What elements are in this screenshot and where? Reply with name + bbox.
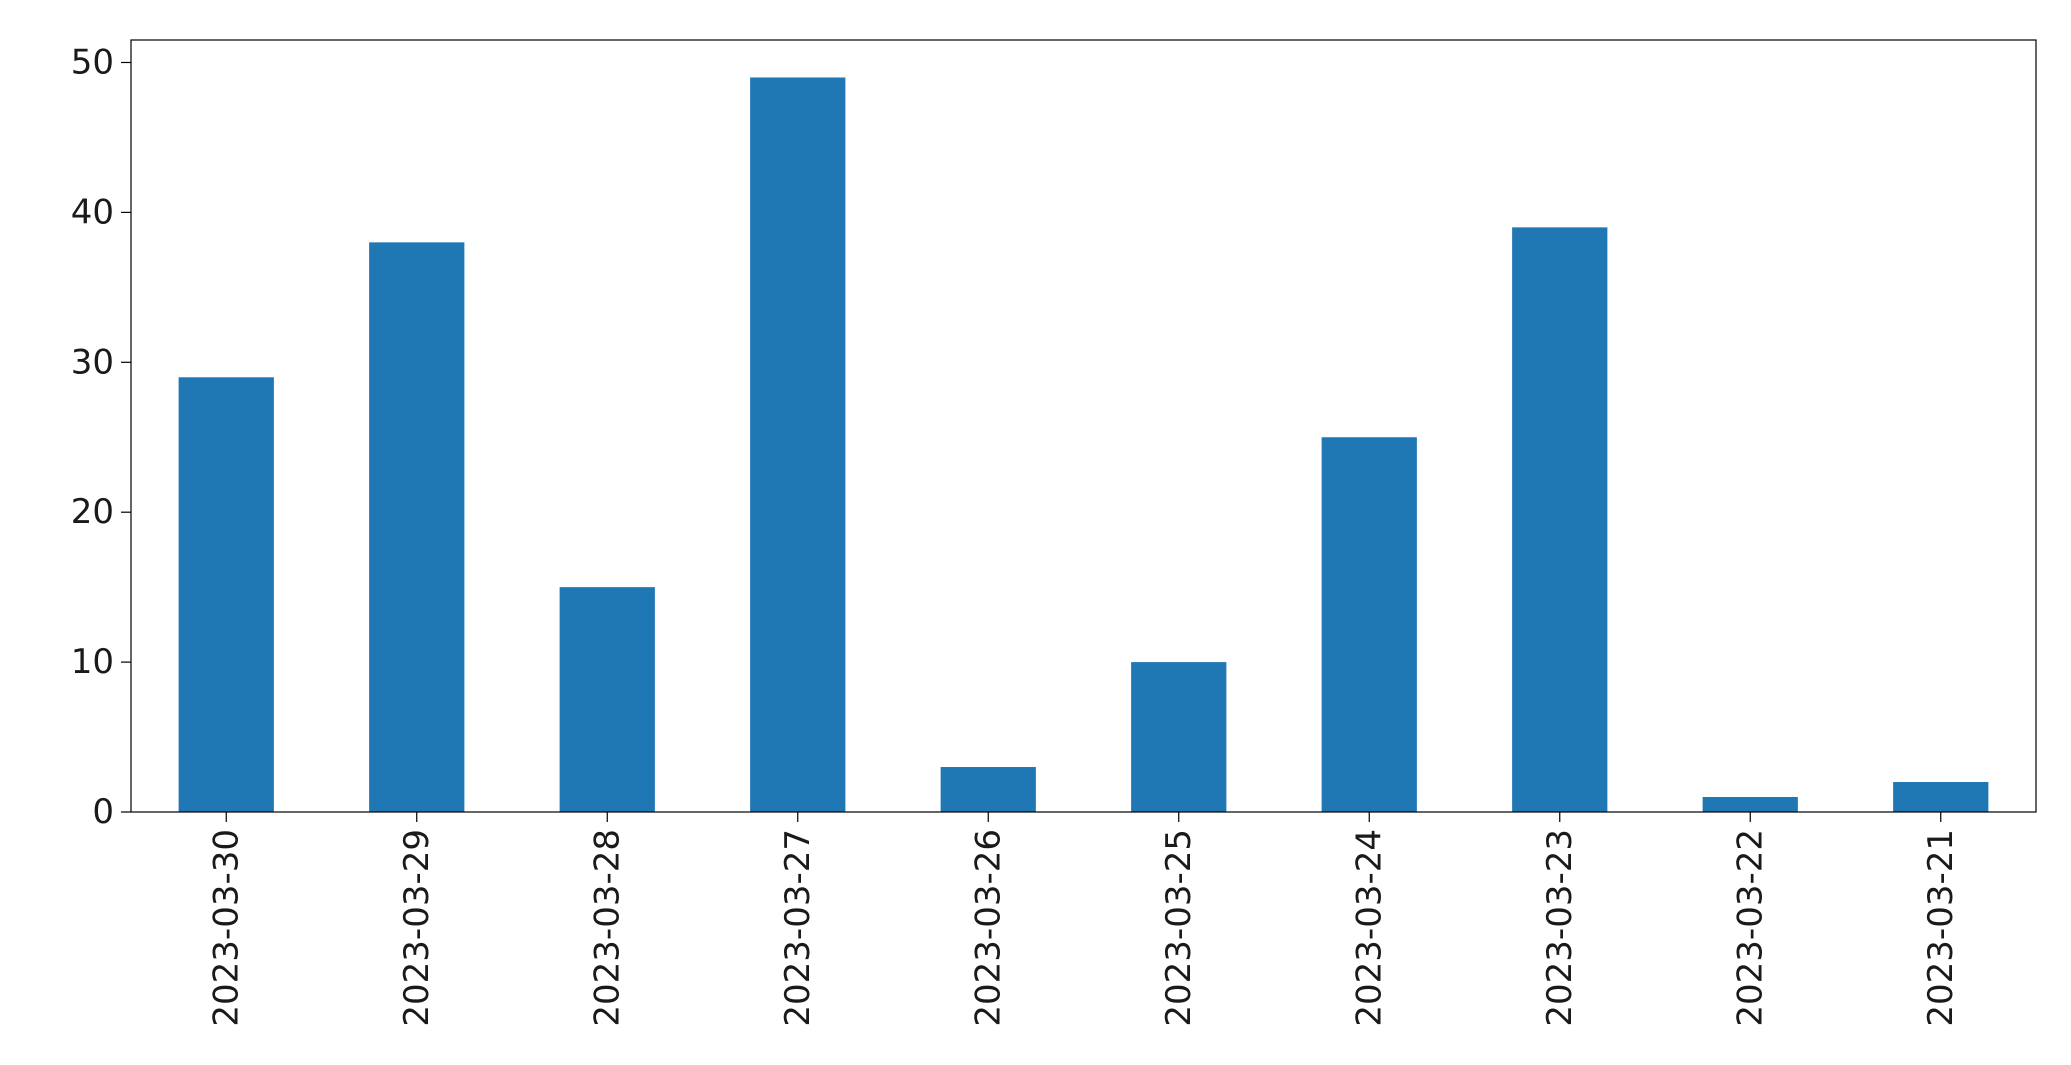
x-tick-label: 2023-03-24 [1349, 829, 1389, 1027]
bars-layer [178, 77, 1989, 813]
x-tick-label: 2023-03-22 [1730, 829, 1770, 1027]
x-tick-label: 2023-03-28 [587, 829, 627, 1027]
y-tick-label: 40 [71, 192, 114, 232]
y-tick-label: 0 [92, 792, 114, 832]
x-tick-label: 2023-03-27 [778, 829, 818, 1027]
x-tick-label: 2023-03-25 [1159, 829, 1199, 1027]
bar-2023-03-21 [1893, 782, 1989, 812]
bar-2023-03-23 [1512, 227, 1608, 812]
bar-2023-03-30 [178, 377, 274, 812]
x-tick-label: 2023-03-29 [397, 829, 437, 1027]
bar-2023-03-26 [940, 767, 1036, 812]
y-tick-label: 50 [71, 42, 114, 82]
plot-frame [130, 39, 2037, 813]
axes-layer: 0 10 20 30 40 50 2023-03-30 2023-03-29 2023-03-2… [71, 39, 2037, 1027]
bar-2023-03-27 [750, 77, 846, 813]
bar-2023-03-28 [559, 587, 655, 812]
x-tick-label: 2023-03-26 [968, 829, 1008, 1027]
y-tick-label: 20 [71, 492, 114, 532]
y-tick-label: 30 [71, 342, 114, 382]
y-tick-label: 10 [71, 642, 114, 682]
bar-2023-03-22 [1702, 797, 1798, 812]
x-tick-label: 2023-03-30 [206, 829, 246, 1027]
bar-2023-03-24 [1321, 437, 1417, 812]
bar-2023-03-29 [369, 242, 465, 813]
x-tick-label: 2023-03-21 [1921, 829, 1961, 1027]
bar-2023-03-25 [1131, 662, 1227, 812]
x-tick-label: 2023-03-23 [1540, 829, 1580, 1027]
